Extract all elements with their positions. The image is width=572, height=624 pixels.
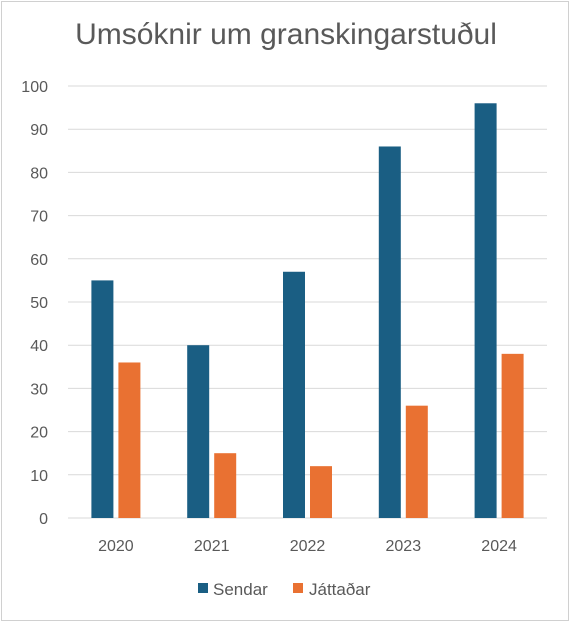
bar-sendar-2024	[474, 103, 497, 518]
legend: Sendar Játtaðar	[198, 580, 371, 599]
x-tick-label: 2020	[98, 538, 134, 555]
bar-játtaðar-2024	[501, 353, 524, 518]
y-tick-label: 10	[30, 468, 48, 485]
bar-játtaðar-2023	[405, 405, 428, 518]
bars	[91, 103, 524, 519]
y-tick-label: 40	[30, 338, 48, 355]
bar-játtaðar-2020	[118, 362, 141, 518]
bar-sendar-2021	[187, 345, 210, 518]
legend-label-sendar: Sendar	[213, 580, 268, 599]
x-axis-tick-labels: 2020 2021 2022 2023 2024	[98, 538, 517, 555]
legend-swatch-játtaðar	[293, 583, 303, 593]
legend-swatch-sendar	[198, 583, 208, 593]
gridlines	[68, 85, 547, 519]
y-tick-label: 0	[39, 511, 48, 528]
bar-sendar-2022	[283, 271, 305, 518]
y-tick-label: 100	[21, 79, 48, 96]
bar-játtaðar-2022	[310, 466, 332, 518]
x-tick-label: 2024	[481, 538, 517, 555]
bar-játtaðar-2021	[214, 453, 237, 518]
bar-sendar-2023	[378, 146, 401, 519]
y-tick-label: 60	[30, 252, 48, 269]
x-tick-label: 2022	[290, 538, 326, 555]
y-axis-tick-labels: 0 10 20 30 40 50 60 70 80 90 100	[21, 79, 48, 528]
chart-title: Umsóknir um granskingarstuðul	[75, 18, 497, 51]
y-tick-label: 70	[30, 209, 48, 226]
bar-sendar-2020	[91, 280, 114, 518]
y-tick-label: 50	[30, 295, 48, 312]
y-tick-label: 80	[30, 165, 48, 182]
y-tick-label: 30	[30, 381, 48, 398]
y-tick-label: 20	[30, 425, 48, 442]
x-tick-label: 2023	[386, 538, 422, 555]
legend-label-játtaðar: Játtaðar	[309, 580, 371, 599]
x-tick-label: 2021	[194, 538, 230, 555]
y-tick-label: 90	[30, 122, 48, 139]
